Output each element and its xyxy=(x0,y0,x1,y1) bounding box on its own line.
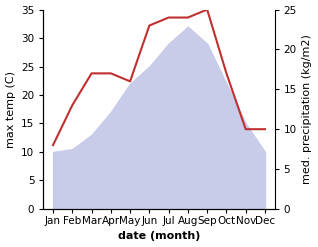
X-axis label: date (month): date (month) xyxy=(118,231,200,242)
Y-axis label: med. precipitation (kg/m2): med. precipitation (kg/m2) xyxy=(302,34,313,184)
Y-axis label: max temp (C): max temp (C) xyxy=(5,71,16,148)
